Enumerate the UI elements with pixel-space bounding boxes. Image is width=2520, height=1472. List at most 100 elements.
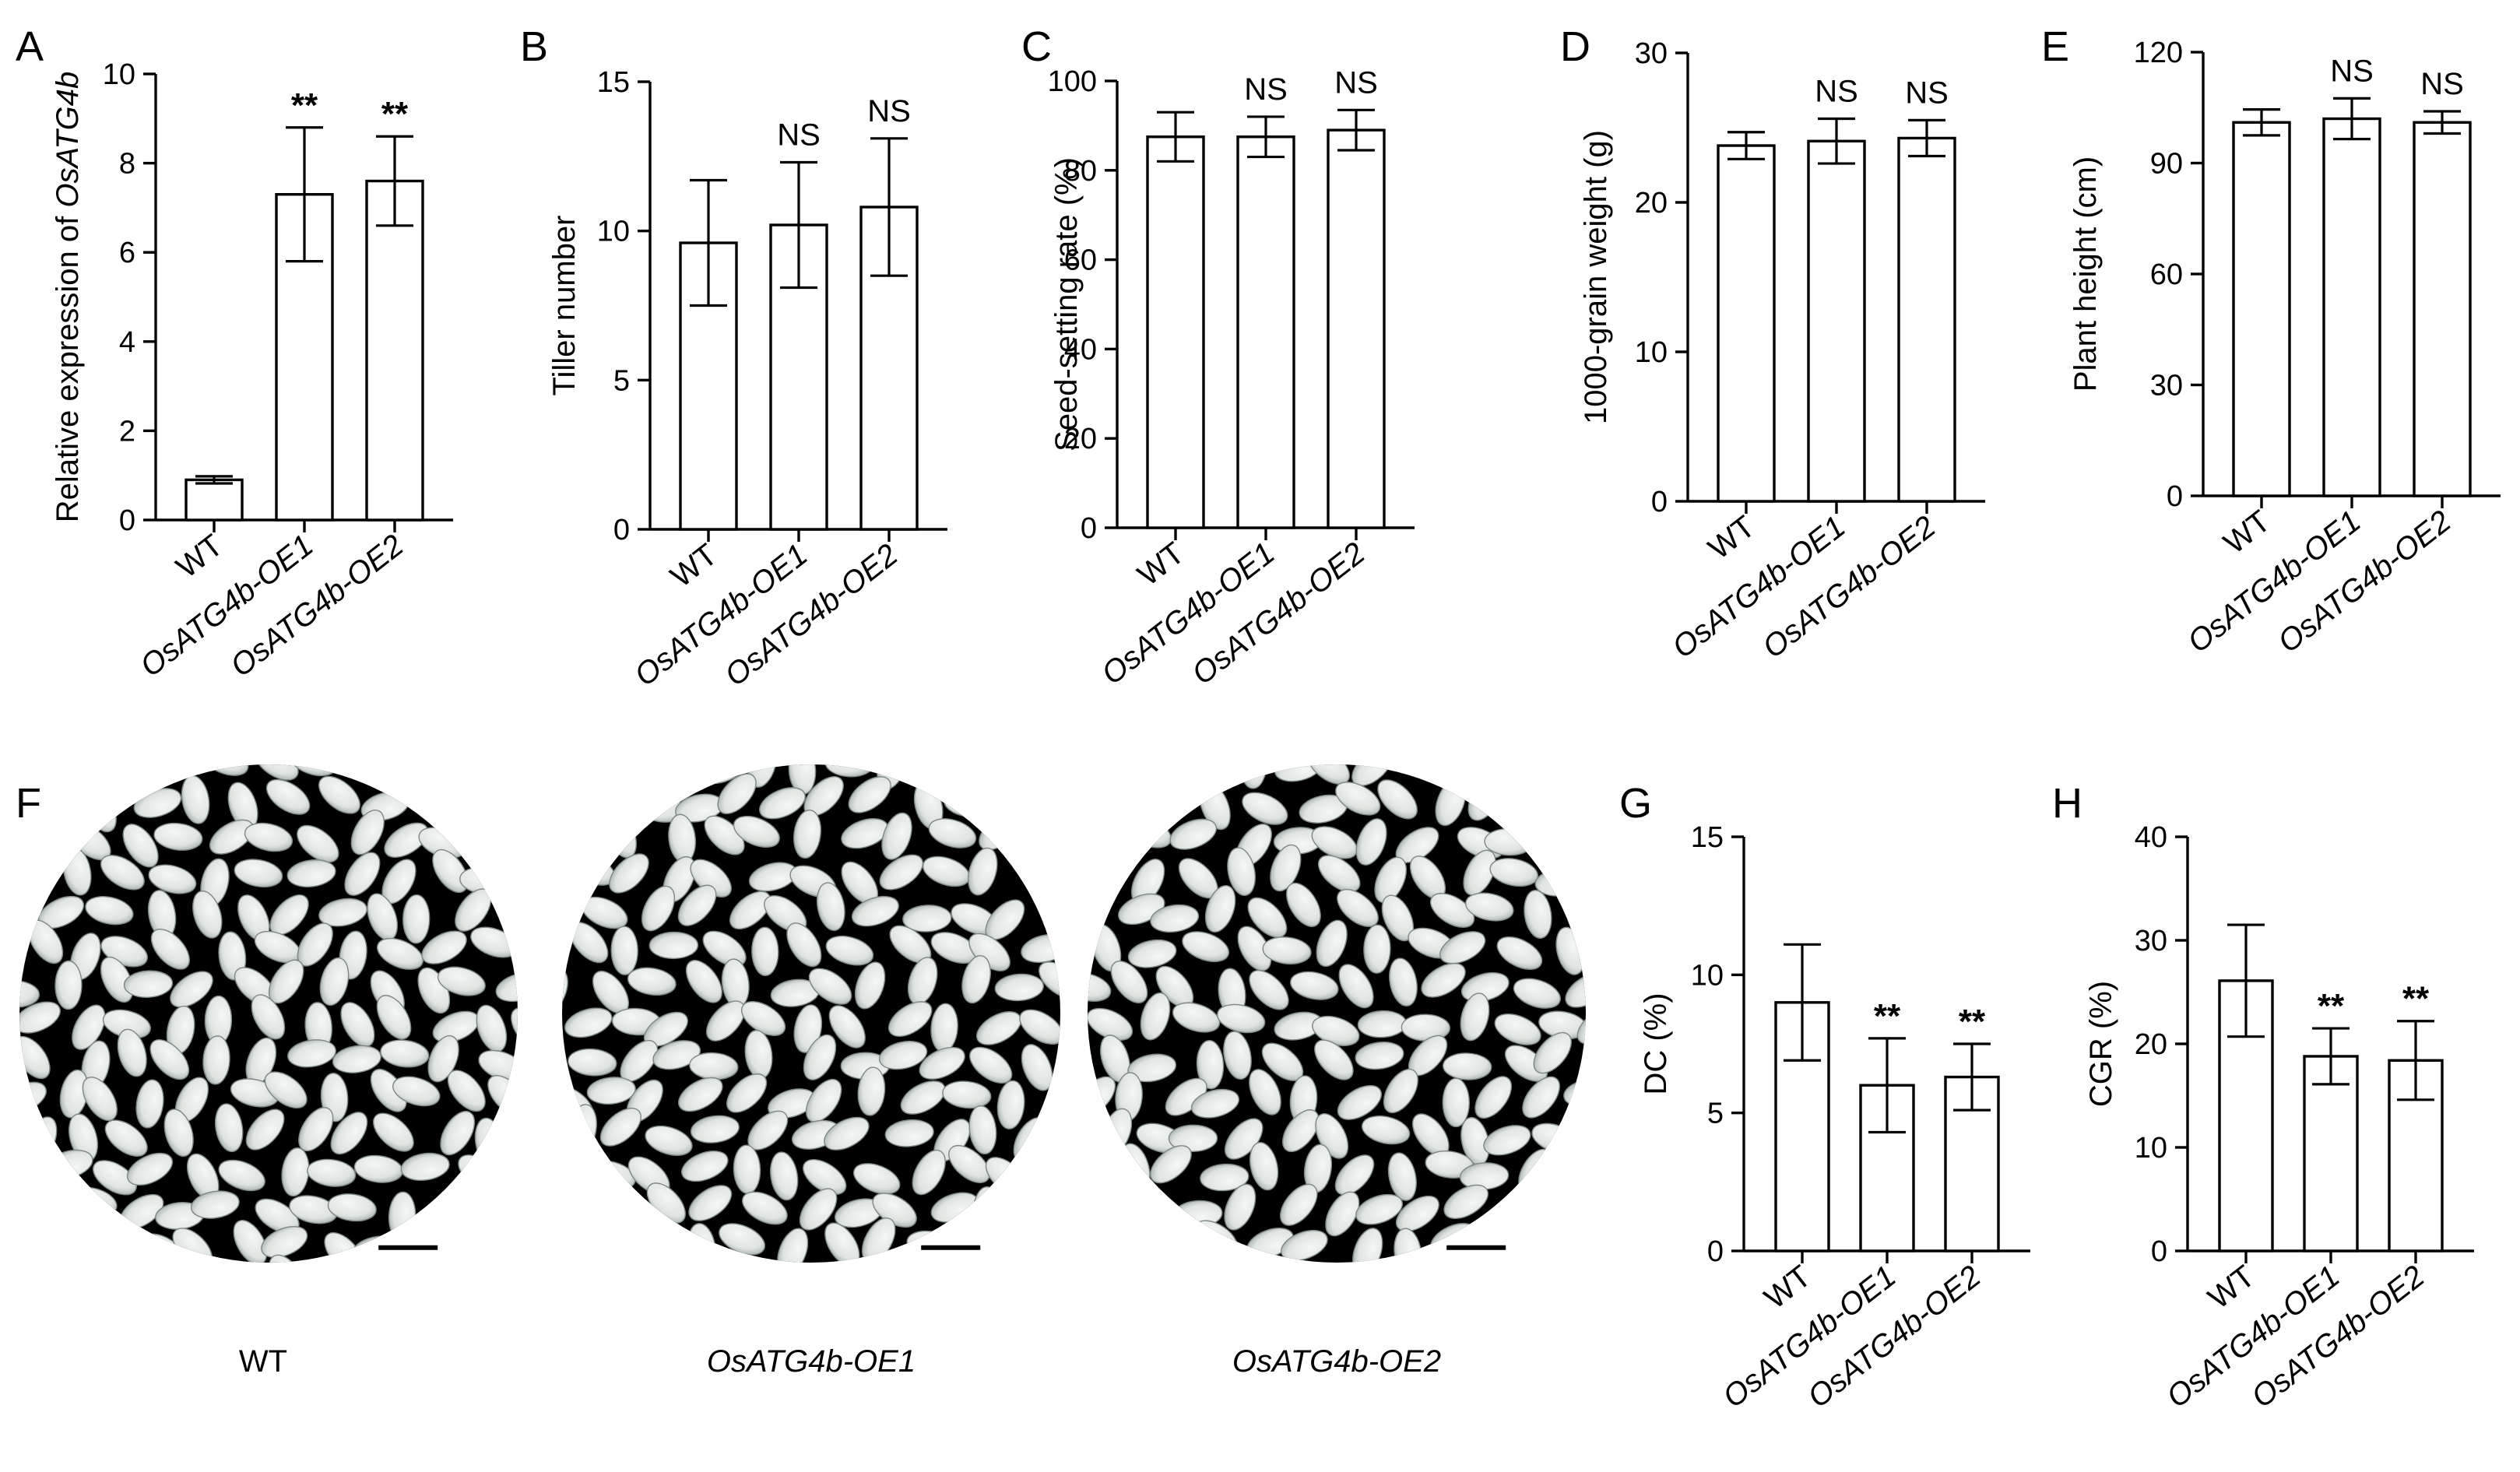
rice-grain bbox=[1443, 1184, 1489, 1220]
rice-grain bbox=[1204, 884, 1236, 933]
rice-grain bbox=[1088, 1007, 1133, 1041]
rice-grain bbox=[1021, 1044, 1053, 1091]
rice-grain bbox=[878, 1040, 928, 1070]
y-tick-label: 4 bbox=[119, 326, 135, 359]
rice-grain bbox=[1242, 792, 1288, 825]
rice-grain bbox=[1279, 1183, 1318, 1226]
significance-label: NS bbox=[1815, 74, 1858, 108]
rice-grain bbox=[1334, 1154, 1375, 1196]
rice-grain bbox=[100, 855, 145, 891]
rice-grain bbox=[1110, 961, 1148, 1003]
rice-grain bbox=[1352, 1228, 1383, 1263]
significance-label: ** bbox=[2318, 987, 2345, 1025]
rice-grain bbox=[1223, 1031, 1252, 1080]
rice-grain bbox=[681, 1151, 729, 1182]
rice-grain bbox=[726, 1073, 768, 1113]
rice-grain bbox=[319, 957, 350, 1007]
rice-grain bbox=[1307, 764, 1350, 785]
rice-grain bbox=[627, 967, 677, 996]
rice-grain bbox=[376, 995, 412, 1040]
significance-label: NS bbox=[2330, 54, 2374, 88]
y-tick-label: 30 bbox=[2150, 370, 2183, 402]
rice-grain bbox=[1381, 894, 1415, 942]
rice-grain bbox=[1285, 882, 1321, 927]
rice-grain bbox=[717, 773, 757, 814]
y-axis-title: Relative expression of OsATG4b bbox=[51, 72, 85, 523]
rice-grain bbox=[251, 994, 286, 1040]
rice-grain bbox=[163, 1108, 194, 1158]
rice-grain bbox=[1430, 893, 1475, 928]
panel-letter: F bbox=[16, 780, 41, 827]
y-tick-label: 15 bbox=[597, 66, 630, 99]
y-tick-label: 6 bbox=[119, 237, 135, 269]
rice-grain bbox=[1483, 1125, 1531, 1156]
rice-grain bbox=[307, 1158, 357, 1187]
rice-grain bbox=[586, 1077, 636, 1105]
rice-grain bbox=[117, 1028, 147, 1077]
chart-panel-a: A 0 2 4 6 8 10 Relative expression of OsATG4b WT… bbox=[16, 23, 453, 683]
rice-grain bbox=[192, 890, 223, 939]
rice-grain bbox=[652, 1040, 701, 1070]
rice-grain bbox=[1127, 939, 1177, 968]
rice-grain bbox=[149, 1039, 190, 1080]
bar bbox=[1897, 136, 1956, 503]
rice-grain bbox=[816, 882, 845, 932]
rice-grain bbox=[1474, 1076, 1513, 1119]
rice-grain bbox=[511, 1007, 518, 1051]
y-tick-label: 80 bbox=[1064, 155, 1097, 188]
rice-grain bbox=[1337, 889, 1379, 927]
rice-grain bbox=[1282, 1109, 1320, 1153]
rice-grain bbox=[1439, 931, 1486, 964]
rice-grain bbox=[645, 1125, 693, 1156]
rice-grain bbox=[330, 1112, 368, 1155]
category-label: WT bbox=[2202, 1259, 2261, 1316]
rice-grain bbox=[851, 895, 899, 927]
rice-grain bbox=[1217, 1003, 1266, 1034]
panel-letter: C bbox=[1021, 23, 1052, 70]
rice-grain bbox=[1355, 1193, 1404, 1225]
rice-grain bbox=[421, 930, 467, 964]
bar bbox=[1717, 144, 1776, 503]
rice-grain bbox=[808, 968, 852, 1005]
rice-grain bbox=[202, 1035, 230, 1085]
category-label: WT bbox=[170, 528, 229, 585]
rice-grain bbox=[344, 852, 381, 896]
y-tick-label: 10 bbox=[1691, 959, 1724, 992]
bar bbox=[365, 179, 424, 522]
rice-grain bbox=[678, 1077, 723, 1112]
rice-grain bbox=[1140, 992, 1171, 1041]
y-tick-label: 60 bbox=[1064, 244, 1097, 277]
rice-grain bbox=[942, 1080, 992, 1109]
rice-grain bbox=[1576, 1007, 1586, 1045]
rice-grain bbox=[1533, 1031, 1572, 1074]
y-tick-label: 30 bbox=[1635, 37, 1668, 70]
rice-grain bbox=[1443, 1052, 1492, 1080]
rice-grain bbox=[1019, 1009, 1060, 1045]
rice-grain bbox=[19, 980, 40, 1008]
rice-grain bbox=[1227, 847, 1256, 897]
rice-grain bbox=[1524, 890, 1552, 939]
rice-grain bbox=[1465, 892, 1514, 922]
y-tick-label: 20 bbox=[2135, 1028, 2167, 1061]
rice-grain bbox=[799, 1188, 838, 1231]
category-label: WT bbox=[2217, 504, 2276, 560]
rice-grain bbox=[286, 859, 336, 888]
rice-grain bbox=[685, 960, 722, 1003]
rice-grain bbox=[887, 1001, 933, 1038]
y-tick-label: 10 bbox=[103, 58, 135, 91]
rice-grain bbox=[122, 824, 159, 868]
rice-grain bbox=[786, 922, 822, 968]
rice-grain bbox=[828, 1005, 866, 1049]
y-tick-label: 5 bbox=[1707, 1098, 1724, 1130]
rice-grain bbox=[961, 955, 991, 1004]
rice-grain bbox=[928, 818, 977, 848]
rice-grain bbox=[884, 1119, 934, 1147]
panel-letter: H bbox=[2052, 780, 2082, 827]
rice-grain bbox=[440, 1111, 476, 1156]
rice-grain bbox=[244, 822, 293, 852]
grain-dish bbox=[1088, 764, 1586, 1263]
rice-grain bbox=[1317, 855, 1361, 893]
rice-grain bbox=[1338, 964, 1374, 1009]
significance-label: NS bbox=[1905, 76, 1949, 110]
bar bbox=[2232, 121, 2291, 497]
